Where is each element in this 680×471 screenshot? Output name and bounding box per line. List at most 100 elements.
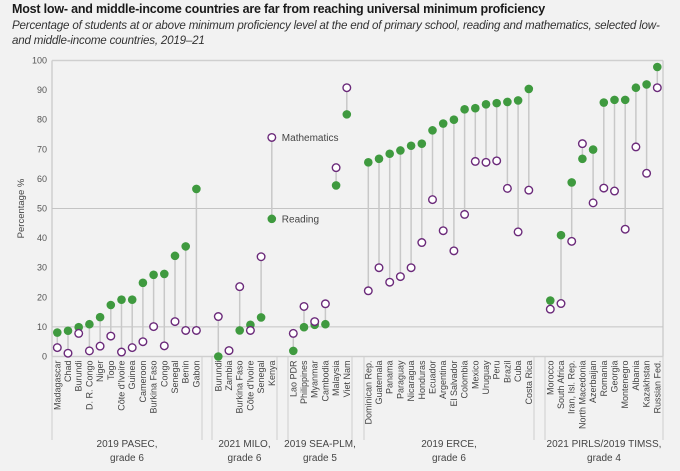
- math-point: [363, 286, 373, 296]
- reading-point: [428, 126, 437, 135]
- x-tick-label: Paraguay: [395, 360, 405, 399]
- math-point: [310, 317, 320, 327]
- x-tick-label: Colombia: [460, 361, 470, 399]
- reading-point: [588, 145, 598, 154]
- reading-point: [406, 141, 416, 151]
- x-tick-label: Lao PDR: [288, 360, 298, 397]
- x-tick-label: Gabon: [191, 361, 201, 388]
- math-point: [588, 198, 598, 208]
- x-tick-label: Honduras: [417, 360, 427, 400]
- reading-point: [503, 97, 512, 107]
- math-point: [406, 263, 416, 273]
- x-tick-label: Viet Nam: [342, 361, 352, 398]
- reading-point: [63, 326, 73, 336]
- y-tick-label: 0: [42, 352, 47, 362]
- reading-point: [53, 328, 62, 337]
- math-point: [374, 263, 384, 273]
- reading-point: [181, 242, 190, 251]
- y-tick-label: 90: [37, 85, 47, 95]
- reading-point: [449, 115, 459, 124]
- x-tick-label: Burundi: [74, 361, 84, 392]
- group-sublabel: grade 4: [587, 453, 621, 464]
- x-tick-label: Kazakhstan: [642, 361, 652, 408]
- reading-point: [513, 96, 523, 105]
- x-tick-label: Mexico: [470, 361, 480, 390]
- x-tick-label: Russian Fed.: [652, 361, 662, 414]
- reading-point: [556, 230, 566, 240]
- math-point: [52, 343, 62, 353]
- reading-point: [546, 296, 555, 305]
- y-tick-label: 50: [37, 204, 47, 214]
- math-point: [84, 346, 94, 356]
- x-tick-label: Niger: [95, 361, 105, 383]
- reading-point: [160, 269, 169, 279]
- x-tick-label: Morocco: [545, 361, 555, 396]
- reading-point: [117, 295, 126, 304]
- math-point: [428, 195, 438, 205]
- y-tick-label: 80: [37, 115, 47, 125]
- x-tick-label: Congo: [159, 361, 169, 388]
- reading-point: [95, 312, 105, 322]
- reading-point: [620, 95, 630, 105]
- group-label: 2021 PIRLS/2019 TIMSS,: [547, 439, 662, 450]
- math-point: [127, 343, 137, 353]
- math-point: [470, 156, 480, 166]
- math-point: [385, 277, 395, 287]
- y-tick-label: 10: [37, 322, 47, 332]
- group-sublabel: grade 6: [432, 453, 466, 464]
- x-tick-label: South Africa: [556, 361, 566, 410]
- reading-point: [127, 295, 137, 304]
- math-point: [481, 157, 491, 167]
- reading-point: [138, 278, 148, 288]
- x-tick-label: Madagascar: [52, 361, 62, 411]
- x-tick-label: Burundi: [213, 361, 223, 392]
- reading-point: [471, 103, 480, 113]
- math-point: [320, 299, 330, 309]
- x-tick-label: Cameroon: [138, 361, 148, 403]
- math-point: [256, 252, 266, 262]
- reading-point: [438, 119, 448, 128]
- reading-point: [289, 346, 298, 356]
- math-point: [149, 322, 159, 332]
- math-point: [642, 168, 652, 178]
- reading-point: [653, 62, 662, 72]
- reading-point: [567, 178, 576, 187]
- math-point: [631, 142, 641, 152]
- reading-point: [417, 139, 427, 148]
- group-sublabel: grade 5: [303, 453, 337, 464]
- reading-point: [492, 98, 502, 108]
- math-point: [545, 304, 555, 314]
- x-tick-label: Benin: [181, 361, 191, 384]
- x-tick-label: Albania: [631, 361, 641, 391]
- math-point: [417, 238, 427, 248]
- reading-point: [267, 214, 277, 224]
- x-tick-label: D. R. Congo: [84, 361, 94, 411]
- reading-point: [74, 322, 83, 332]
- reading-point: [610, 95, 619, 105]
- math-point: [191, 325, 201, 335]
- x-tick-label: Cambodia: [320, 361, 330, 402]
- group-label: 2021 MILO,: [218, 439, 270, 450]
- reading-point: [256, 313, 266, 322]
- x-tick-label: Côte d'Ivoire: [117, 361, 127, 411]
- x-tick-label: Costa Rica: [524, 361, 534, 405]
- x-tick-label: Romania: [599, 361, 609, 397]
- x-tick-label: Togo: [106, 361, 116, 381]
- x-tick-label: Côte d'Ivoire: [245, 361, 255, 411]
- x-tick-label: Nicaragua: [406, 361, 416, 402]
- reading-point: [85, 319, 94, 329]
- x-tick-label: Burkina Faso: [149, 361, 159, 414]
- reading-point: [364, 158, 373, 167]
- reading-point: [578, 154, 587, 164]
- y-tick-label: 20: [37, 292, 47, 302]
- reading-point: [385, 149, 395, 159]
- math-point: [599, 183, 609, 193]
- math-point: [438, 226, 448, 236]
- reading-point: [342, 110, 352, 119]
- math-point: [170, 317, 180, 327]
- math-point: [63, 348, 73, 358]
- x-tick-label: Argentina: [438, 361, 448, 400]
- x-tick-label: Chad: [63, 361, 73, 383]
- reading-point: [321, 319, 330, 329]
